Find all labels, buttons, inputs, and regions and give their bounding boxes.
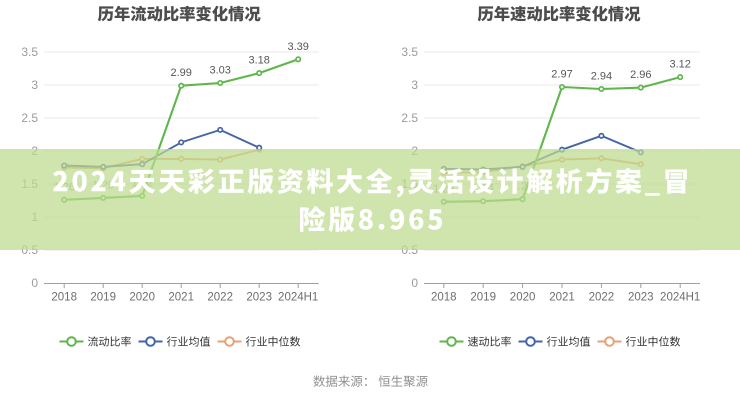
svg-text:2023: 2023 bbox=[628, 292, 654, 304]
svg-text:2.94: 2.94 bbox=[591, 71, 612, 83]
svg-text:2020: 2020 bbox=[129, 292, 155, 304]
svg-text:3: 3 bbox=[411, 78, 418, 92]
svg-text:3.12: 3.12 bbox=[669, 59, 690, 71]
svg-text:2024H1: 2024H1 bbox=[278, 292, 318, 304]
svg-text:0: 0 bbox=[31, 276, 38, 290]
svg-text:2021: 2021 bbox=[549, 292, 575, 304]
svg-text:0: 0 bbox=[411, 276, 418, 290]
svg-text:2020: 2020 bbox=[510, 292, 536, 304]
svg-text:2018: 2018 bbox=[51, 292, 77, 304]
svg-text:3.5: 3.5 bbox=[401, 45, 418, 59]
svg-text:3.39: 3.39 bbox=[287, 41, 308, 53]
svg-text:2024H1: 2024H1 bbox=[660, 292, 700, 304]
svg-text:2023: 2023 bbox=[246, 292, 272, 304]
svg-text:2.99: 2.99 bbox=[170, 67, 191, 79]
svg-text:2.97: 2.97 bbox=[551, 69, 572, 81]
svg-text:2022: 2022 bbox=[589, 292, 615, 304]
svg-text:3.03: 3.03 bbox=[209, 65, 230, 77]
svg-text:2021: 2021 bbox=[168, 292, 194, 304]
svg-text:3: 3 bbox=[31, 78, 38, 92]
svg-text:3.18: 3.18 bbox=[248, 55, 269, 67]
svg-text:2.96: 2.96 bbox=[630, 69, 651, 81]
svg-text:2.5: 2.5 bbox=[21, 111, 38, 125]
svg-text:2018: 2018 bbox=[431, 292, 457, 304]
svg-text:2.5: 2.5 bbox=[401, 111, 418, 125]
svg-text:3.5: 3.5 bbox=[21, 45, 38, 59]
svg-text:2019: 2019 bbox=[90, 292, 116, 304]
svg-text:2019: 2019 bbox=[470, 292, 496, 304]
svg-text:2022: 2022 bbox=[207, 292, 233, 304]
